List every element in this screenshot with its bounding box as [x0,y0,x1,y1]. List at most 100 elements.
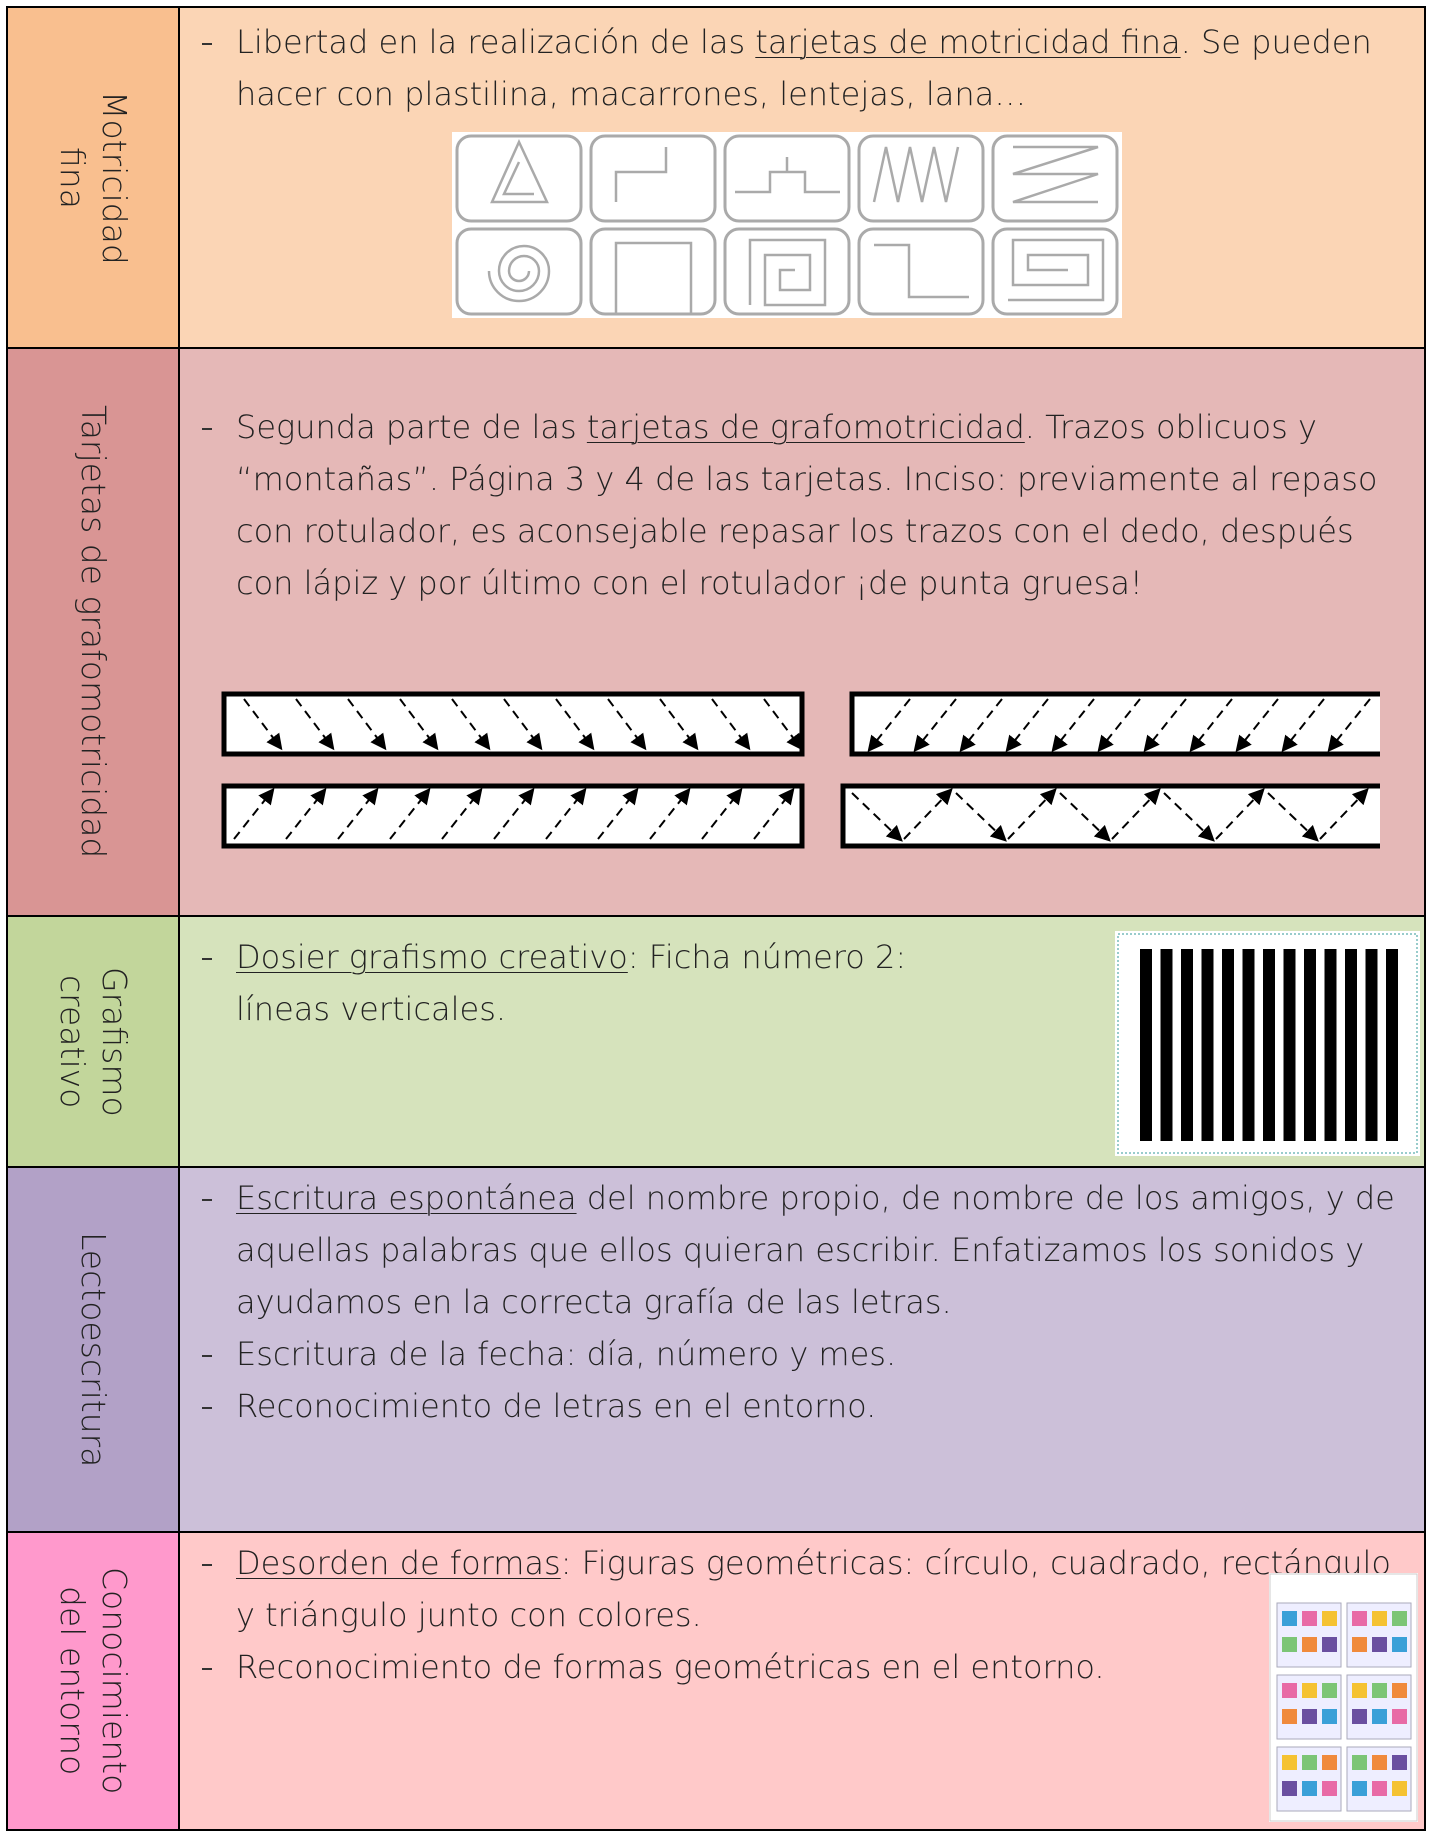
shape [1302,1709,1317,1724]
stroke [701,787,743,840]
shape [1282,1683,1297,1698]
stroke [337,787,379,840]
underlined-text: Desorden de formas [236,1544,561,1582]
shape [723,134,851,223]
stroke [1008,238,1105,302]
shape [1302,1611,1317,1626]
row-content: Libertad en la realización de las tarjet… [180,8,1424,347]
shape [1372,1781,1387,1796]
text: . Trazos oblicuos y “montañas”. Página 3… [236,408,1378,602]
list-item: Libertad en la realización de las tarjet… [180,16,1406,120]
shape [1392,1611,1407,1626]
row-label: Lectoescritura [72,1232,114,1467]
shape [1352,1781,1367,1796]
stroke [1059,792,1111,842]
shape [1282,1709,1297,1724]
text: Reconocimiento de formas geométricas en … [236,1648,1105,1686]
vertical-lines-image [1115,931,1420,1156]
stroke-cards-image [221,691,1380,849]
stroke [851,792,903,842]
stroke [649,787,691,840]
list-item: Escritura de la fecha: día, número y mes… [180,1328,1406,1380]
shape [723,227,851,316]
row-label-cell: Conocimiento del entorno [8,1533,180,1829]
shape [840,783,1380,849]
shape [1345,949,1357,1141]
label-line: Lectoescritura [74,1231,113,1468]
shapes-sheet-image [1269,1573,1418,1822]
stroke [913,698,957,753]
shape [849,691,1380,757]
stroke [1012,145,1099,204]
row-label: Grafismo creativo [51,967,135,1117]
item-list: Segunda parte de las tarjetas de grafomo… [180,401,1406,609]
shape [221,783,805,849]
underlined-text: Dosier grafismo creativo [236,938,628,976]
text: : Figuras geométricas: círculo, cuadrado… [236,1544,1391,1634]
stroke [735,157,840,194]
shape [991,227,1119,316]
shape [1372,1611,1387,1626]
stroke [1097,698,1141,753]
text: : Ficha número 2: líneas verticales. [236,938,907,1028]
table-row: Grafismo creativo Dosier grafismo creativo… [8,917,1424,1168]
label-line: creativo [53,974,92,1109]
stroke [1051,698,1095,753]
stroke [1281,698,1325,753]
row-label-cell: Grafismo creativo [8,917,180,1166]
shape [455,134,583,223]
stroke [399,698,439,751]
stroke [1319,788,1369,840]
list-item: Dosier grafismo creativo: Ficha número 2… [180,931,940,1035]
shape [589,134,717,223]
list-item: Segunda parte de las tarjetas de grafomo… [180,401,1406,609]
item-list: Libertad en la realización de las tarjet… [180,16,1406,120]
stroke [1327,698,1371,753]
stroke [955,792,1007,842]
stroke [1143,698,1187,753]
stroke [555,698,595,751]
stroke [753,787,795,840]
label-line: del entorno [53,1586,92,1776]
label-line: Tarjetas de grafomotricidad [74,405,113,859]
stroke [487,244,551,303]
stroke [503,698,543,751]
stroke [711,698,751,751]
shape [1302,1781,1317,1796]
shape [1392,1755,1407,1770]
stroke [1189,698,1233,753]
row-label: Tarjetas de grafomotricidad [72,405,114,858]
list-item: Reconocimiento de letras en el entorno. [180,1380,1406,1432]
stroke [614,241,693,313]
shape [1322,1683,1337,1698]
shape [1282,1637,1297,1652]
item-list: Dosier grafismo creativo: Ficha número 2… [180,931,940,1035]
stroke [874,243,969,299]
row-content: Dosier grafismo creativo: Ficha número 2… [180,917,1424,1166]
shape [1352,1709,1367,1724]
stroke [243,698,283,751]
stroke [614,147,668,202]
text: Escritura de la fecha: día, número y mes… [236,1335,897,1373]
shape [1392,1709,1407,1724]
shape [1140,949,1152,1141]
shape [1352,1637,1367,1652]
row-content: Escritura espontánea del nombre propio, … [180,1168,1424,1531]
shape [1117,933,1418,1154]
shape [589,227,717,316]
shape [1322,1611,1337,1626]
shape [1392,1781,1407,1796]
shape [1242,949,1255,1141]
shape [1372,1755,1387,1770]
stroke [285,787,327,840]
stroke [607,698,647,751]
stroke [659,698,699,751]
shape [1304,949,1316,1141]
shape [1324,949,1337,1141]
text: Libertad en la realización de las [236,23,756,61]
shape [1352,1683,1367,1698]
item-list: Desorden de formas: Figuras geométricas:… [180,1537,1406,1693]
row-content: Desorden de formas: Figuras geométricas:… [180,1533,1424,1829]
stroke [1111,788,1161,840]
stroke [959,698,1003,753]
